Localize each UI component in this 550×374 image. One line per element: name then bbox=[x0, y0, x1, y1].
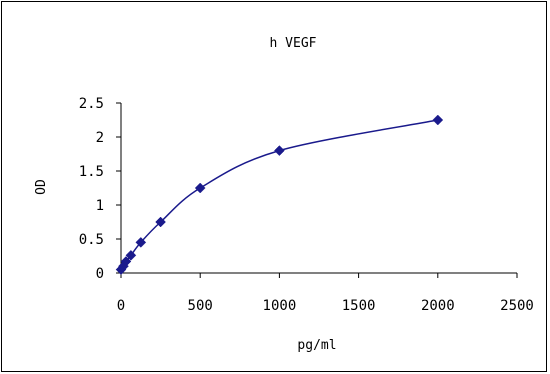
data-point bbox=[432, 114, 444, 126]
data-point bbox=[120, 256, 132, 267]
x-axis-label: pg/ml bbox=[297, 338, 336, 353]
data-point bbox=[125, 249, 137, 261]
data-point bbox=[155, 216, 166, 228]
y-tick-label: 2.5 bbox=[79, 96, 104, 112]
axes bbox=[116, 102, 518, 278]
y-tick-label: 1.5 bbox=[79, 164, 104, 180]
x-tick-labels: 0 500 1000 1500 2000 2500 bbox=[117, 298, 534, 314]
x-tick-label: 1500 bbox=[342, 298, 376, 314]
y-tick-label: 0 bbox=[96, 266, 104, 282]
data-point bbox=[274, 145, 285, 156]
series-group bbox=[115, 114, 444, 275]
x-tick-label: 0 bbox=[117, 298, 125, 314]
x-tick-label: 500 bbox=[188, 298, 213, 314]
data-point bbox=[194, 182, 206, 194]
chart-title: h VEGF bbox=[270, 36, 317, 51]
series-line bbox=[120, 119, 438, 271]
y-tick-labels: 0 0.5 1 1.5 2 2.5 bbox=[79, 96, 104, 282]
data-point bbox=[135, 237, 147, 248]
x-tick-label: 2000 bbox=[421, 298, 455, 314]
y-tick-label: 2 bbox=[96, 130, 104, 146]
x-tick-label: 1000 bbox=[263, 298, 297, 314]
y-tick-label: 1 bbox=[96, 198, 104, 214]
y-axis-label: OD bbox=[34, 179, 49, 195]
x-tick-label: 2500 bbox=[500, 298, 534, 314]
y-tick-label: 0.5 bbox=[79, 232, 104, 248]
